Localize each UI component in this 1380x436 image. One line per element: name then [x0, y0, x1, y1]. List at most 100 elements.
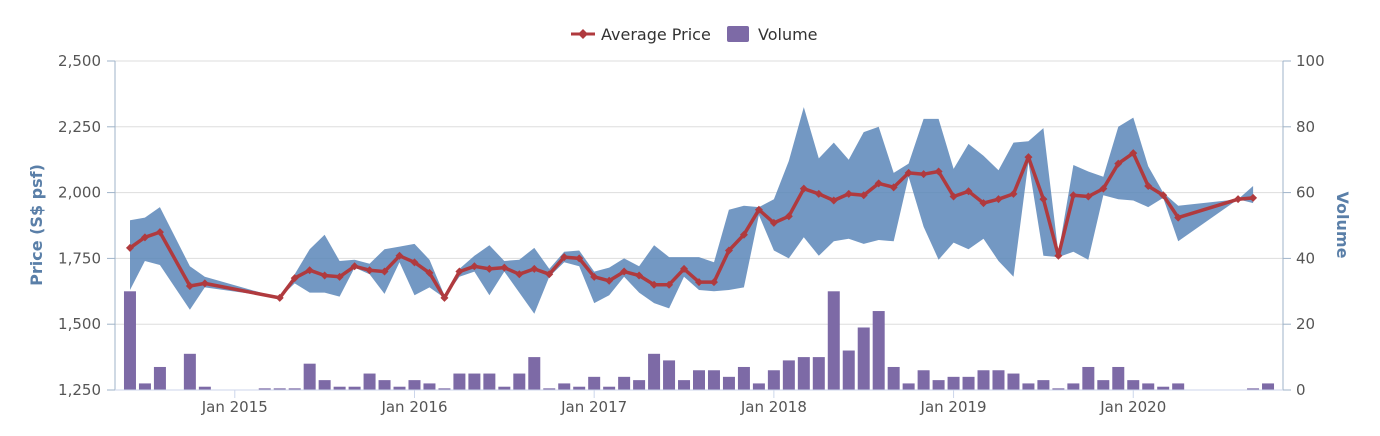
volume-bar [528, 357, 541, 390]
volume-bar [902, 383, 915, 390]
volume-bar [258, 388, 271, 390]
axes: 1,250 0 1,500 20 1,750 40 2,000 60 2,250 80 2,500 1… [58, 52, 1325, 416]
price-point [829, 196, 838, 205]
y-left-tick-label: 2,000 [58, 184, 101, 202]
volume-bar [1262, 383, 1275, 390]
volume-bar [273, 388, 286, 390]
price-point [425, 268, 434, 277]
price-point [410, 258, 419, 267]
volume-bar [603, 386, 616, 390]
volume-bar [722, 376, 735, 390]
price-point [380, 267, 389, 276]
price-point [620, 267, 629, 276]
price-point [1024, 153, 1033, 162]
price-point [769, 218, 778, 227]
price-point [560, 253, 569, 262]
price-point [814, 189, 823, 198]
volume-bar [678, 380, 691, 390]
grid-lines [115, 60, 1283, 391]
volume-bar [693, 370, 705, 390]
price-point [1174, 213, 1183, 222]
volume-bar [288, 388, 301, 390]
x-tick-label: Jan 2020 [1099, 398, 1166, 416]
volume-bar [1067, 383, 1080, 390]
volume-bar [842, 350, 855, 390]
y-right-tick-label: 40 [1296, 249, 1315, 267]
volume-bar [917, 370, 930, 390]
y-left-tick-label: 1,500 [58, 315, 101, 333]
volume-bar [947, 376, 960, 390]
price-point [1159, 191, 1168, 200]
volume-bar [872, 311, 885, 390]
volume-bar [393, 386, 406, 390]
price-range-area [130, 107, 1254, 314]
x-tick-label: Jan 2016 [380, 398, 447, 416]
x-tick-label: Jan 2017 [560, 398, 627, 416]
price-point [605, 276, 614, 285]
legend-label-volume: Volume [758, 25, 818, 44]
price-point [530, 264, 539, 273]
legend-item-volume[interactable]: Volume [727, 25, 818, 44]
price-point [964, 187, 973, 196]
price-point [140, 233, 149, 242]
volume-bar [558, 383, 571, 390]
legend[interactable]: Average Price Volume [571, 25, 818, 44]
price-point [874, 179, 883, 188]
volume-bar [1127, 380, 1140, 390]
price-point [275, 293, 284, 302]
volume-bar [153, 366, 166, 390]
price-point [994, 195, 1003, 204]
price-point [575, 254, 584, 263]
y-right-tick-label: 0 [1296, 381, 1306, 399]
volume-bar [498, 386, 511, 390]
price-point [335, 272, 344, 281]
volume-bar [782, 360, 795, 390]
volume-bar [198, 386, 211, 390]
volume-bar [962, 376, 975, 390]
volume-bar [1142, 383, 1155, 390]
x-tick-label: Jan 2018 [740, 398, 807, 416]
volume-bar [438, 388, 451, 390]
y-right-tick-label: 100 [1296, 52, 1325, 70]
volume-bar [812, 357, 825, 390]
price-point [784, 212, 793, 221]
price-point [979, 199, 988, 208]
volume-bar [423, 383, 436, 390]
volume-bar [1022, 383, 1035, 390]
price-point [695, 278, 703, 287]
volume-bar [857, 327, 870, 390]
volume-bar [977, 370, 990, 390]
volume-bar [707, 370, 720, 390]
price-point [934, 167, 943, 176]
price-point [949, 192, 958, 201]
price-point [1114, 159, 1123, 168]
price-point [859, 191, 868, 200]
y-right-tick-label: 60 [1296, 184, 1315, 202]
volume-bar [513, 373, 526, 390]
price-point [665, 280, 674, 289]
price-point [844, 189, 853, 198]
volume-bar [633, 380, 646, 390]
volume-bar [618, 376, 631, 390]
price-point [1054, 251, 1063, 260]
price-point [650, 280, 659, 289]
volume-bar [378, 380, 391, 390]
volume-bar [737, 366, 750, 390]
legend-item-average-price[interactable]: Average Price [571, 25, 711, 44]
volume-bar [588, 376, 601, 390]
volume-bar [752, 383, 765, 390]
price-point [1234, 195, 1243, 204]
price-point [290, 274, 299, 283]
volume-bar [932, 380, 945, 390]
volume-bar [1052, 388, 1065, 390]
price-point [680, 264, 689, 273]
volume-bar [1172, 383, 1185, 390]
price-point [500, 263, 509, 272]
price-point [185, 282, 194, 291]
volume-bar [1082, 366, 1095, 390]
price-point [1144, 182, 1153, 191]
price-point [754, 205, 763, 214]
price-range-band [130, 107, 1254, 314]
volume-bar [453, 373, 466, 390]
